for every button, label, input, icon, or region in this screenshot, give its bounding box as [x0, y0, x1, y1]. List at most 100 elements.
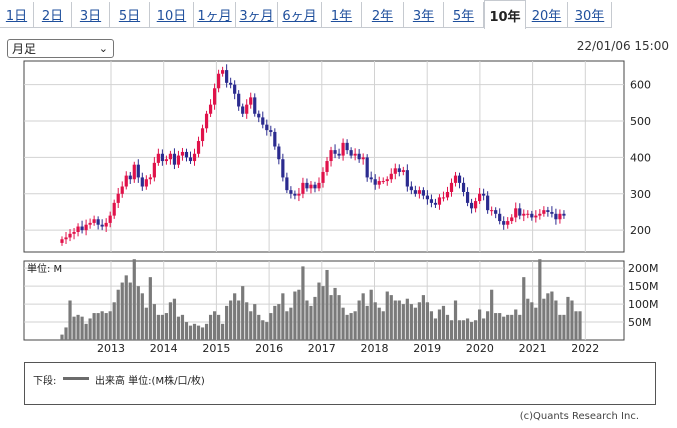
candle [534, 215, 538, 218]
volume-bar [128, 282, 132, 340]
tab-4[interactable]: 10日 [150, 2, 194, 28]
volume-bar [313, 296, 317, 340]
candle [357, 153, 361, 160]
candle [413, 190, 417, 194]
candle [301, 182, 305, 194]
candle [345, 142, 349, 151]
tab-13[interactable]: 20年 [526, 2, 568, 28]
volume-bar [217, 314, 221, 340]
candle [88, 222, 92, 225]
tab-7[interactable]: 6ヶ月 [278, 2, 322, 28]
candle [281, 159, 285, 178]
candle [353, 153, 357, 156]
price-tick-label: 500 [630, 115, 651, 128]
period-select[interactable]: 月足 ⌄ [7, 39, 114, 58]
candle [80, 226, 84, 231]
candle [168, 153, 173, 160]
candle [546, 210, 550, 212]
volume-bar [221, 323, 225, 340]
volume-bar [64, 327, 68, 340]
x-tick-label: 2022 [571, 342, 599, 355]
volume-bar [108, 311, 112, 340]
volume-bar [417, 302, 421, 340]
candle [229, 82, 233, 85]
candle [172, 153, 177, 165]
candle [221, 70, 225, 74]
candle [92, 219, 96, 223]
candle [261, 117, 265, 125]
volume-bar [88, 318, 92, 340]
x-tick-label: 2013 [97, 342, 125, 355]
candle [144, 179, 148, 187]
candle [317, 182, 321, 189]
candle [196, 141, 201, 154]
volume-bar [534, 307, 538, 340]
tab-10[interactable]: 3年 [404, 2, 444, 28]
tab-3[interactable]: 5日 [110, 2, 150, 28]
tab-14[interactable]: 30年 [568, 2, 612, 28]
volume-bar [357, 300, 361, 340]
volume-bar [104, 313, 108, 340]
volume-bar [80, 316, 84, 340]
candle [184, 151, 189, 158]
candle [297, 193, 301, 196]
volume-bar [112, 302, 116, 340]
chevron-down-icon: ⌄ [98, 42, 108, 55]
candle [241, 106, 245, 114]
volume-bar [196, 325, 201, 340]
volume-bar [100, 311, 104, 340]
candle [409, 186, 413, 191]
candle [385, 179, 389, 182]
candle [389, 173, 393, 180]
candle [68, 233, 72, 238]
candle [377, 181, 381, 185]
tab-6[interactable]: 3ヶ月 [236, 2, 278, 28]
candle [152, 162, 156, 178]
candle [369, 177, 373, 180]
candle [449, 182, 454, 192]
candle [538, 213, 542, 216]
volume-bar [285, 311, 289, 340]
volume-bar [253, 304, 257, 340]
candle [273, 131, 277, 147]
volume-bar [365, 305, 369, 340]
candle [429, 199, 434, 203]
candle [128, 175, 132, 180]
tab-9[interactable]: 2年 [362, 2, 404, 28]
candle [148, 177, 152, 180]
legend-box: 下段: 出来高 単位:(M株/口/枚) [24, 362, 656, 405]
candle [269, 130, 273, 132]
candle [156, 153, 160, 163]
tab-0[interactable]: 1日 [0, 2, 34, 28]
volume-bar [361, 293, 365, 340]
candle [305, 182, 309, 189]
volume-bar [341, 307, 345, 340]
volume-bar [385, 291, 389, 340]
tab-2[interactable]: 3日 [72, 2, 110, 28]
volume-bar [542, 298, 546, 340]
tab-12[interactable]: 10年 [484, 0, 526, 29]
period-select-value: 月足 [12, 42, 37, 56]
volume-bar [449, 320, 454, 340]
candle [341, 142, 345, 156]
volume-bar [465, 318, 470, 340]
candle [64, 237, 68, 240]
candle [176, 155, 181, 165]
x-tick-label: 2019 [413, 342, 441, 355]
volume-bar [164, 313, 169, 340]
volume-bar [92, 313, 96, 340]
volume-bar [397, 300, 401, 340]
candle [60, 239, 64, 243]
tab-8[interactable]: 1年 [322, 2, 362, 28]
tab-5[interactable]: 1ヶ月 [194, 2, 236, 28]
volume-bar [554, 300, 558, 340]
volume-bar [180, 314, 185, 340]
tab-1[interactable]: 2日 [34, 2, 72, 28]
volume-bar [289, 307, 293, 340]
candle [293, 193, 297, 196]
volume-bar [84, 323, 88, 340]
tab-11[interactable]: 5年 [444, 2, 484, 28]
x-tick-label: 2014 [150, 342, 178, 355]
candle [309, 184, 313, 189]
candle [550, 211, 554, 214]
